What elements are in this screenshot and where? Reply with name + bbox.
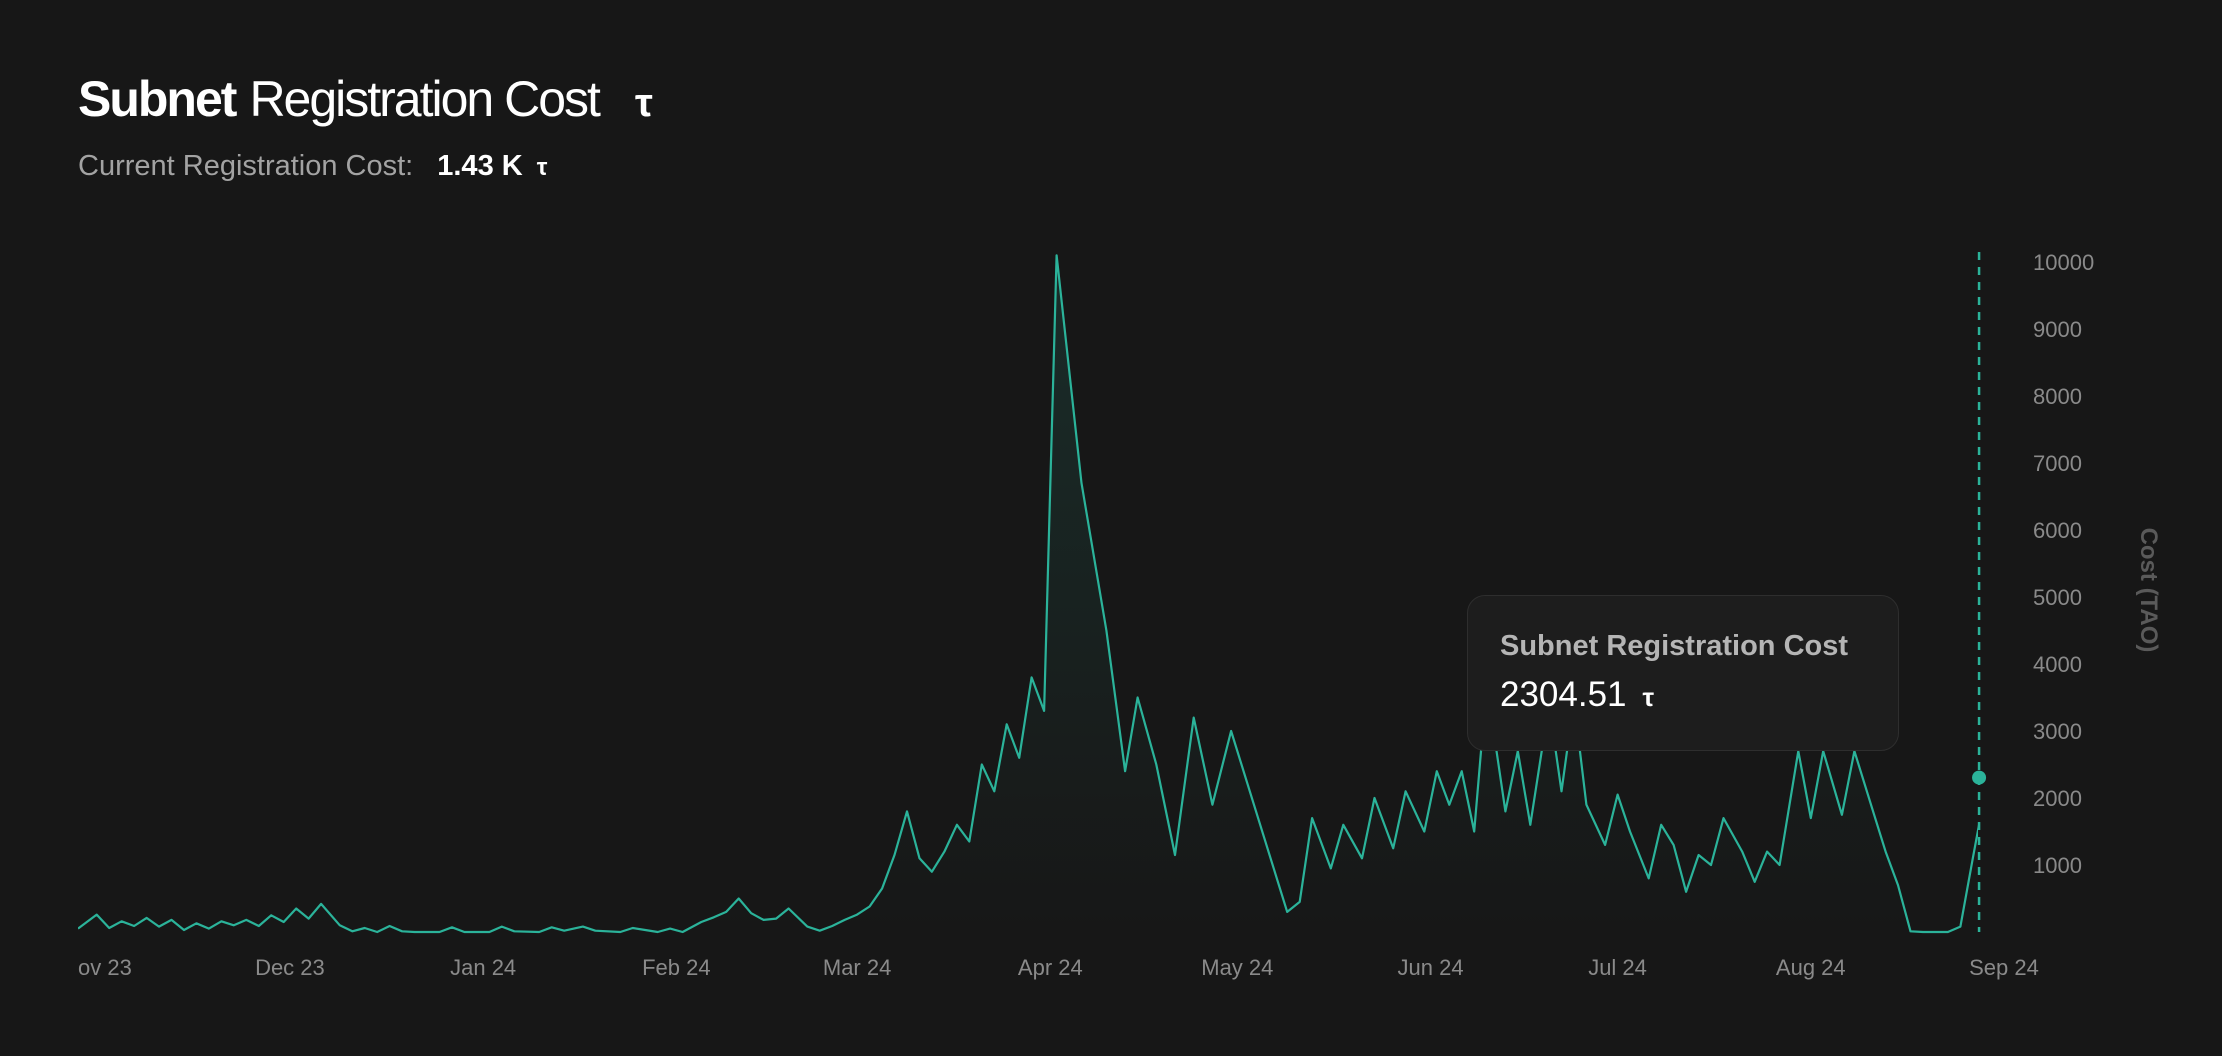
x-tick-label: ov 23 xyxy=(78,955,132,980)
hover-tooltip: Subnet Registration Cost 2304.51 τ xyxy=(1467,595,1899,751)
y-tick-label: 1000 xyxy=(2033,853,2082,878)
x-axis: ov 23 Dec 23 Jan 24 Feb 24 Mar 24 Apr 24 May 2… xyxy=(78,955,2039,980)
tooltip-value-row: 2304.51 τ xyxy=(1500,675,1898,715)
y-tick-label: 10000 xyxy=(2033,250,2094,275)
x-tick-label: Jun 24 xyxy=(1398,955,1464,980)
y-axis: 1000 2000 3000 4000 5000 6000 7000 8000 9000 1000… xyxy=(2033,250,2094,878)
tooltip-title: Subnet Registration Cost xyxy=(1500,630,1849,662)
y-tick-label: 7000 xyxy=(2033,451,2082,476)
y-tick-label: 9000 xyxy=(2033,317,2082,342)
x-tick-label: Jan 24 xyxy=(450,955,516,980)
chart-header: Subnet Registration Cost τ Current Regis… xyxy=(78,70,653,183)
y-tick-label: 4000 xyxy=(2033,652,2082,677)
x-tick-label: Sep 24 xyxy=(1969,955,2039,980)
y-axis-title: Cost (TAO) xyxy=(2135,528,2162,653)
current-cost-value: 1.43 K xyxy=(437,150,523,182)
x-tick-label: Jul 24 xyxy=(1588,955,1647,980)
x-tick-label: Mar 24 xyxy=(823,955,891,980)
y-tick-label: 5000 xyxy=(2033,585,2082,610)
x-tick-label: Feb 24 xyxy=(642,955,711,980)
series-line xyxy=(78,254,1978,934)
hover-point[interactable] xyxy=(1972,770,1987,785)
title-bold-word: Subnet xyxy=(78,71,237,127)
y-tick-label: 2000 xyxy=(2033,786,2082,811)
x-tick-label: Dec 23 xyxy=(255,955,325,980)
y-tick-label: 6000 xyxy=(2033,518,2082,543)
x-tick-label: May 24 xyxy=(1201,955,1273,980)
x-tick-label: Aug 24 xyxy=(1776,955,1846,980)
current-cost-label: Current Registration Cost: xyxy=(78,150,414,182)
area-fill xyxy=(78,255,1978,932)
chart-title: Subnet Registration Cost τ xyxy=(78,70,653,128)
x-tick-label: Apr 24 xyxy=(1018,955,1083,980)
current-cost-row: Current Registration Cost: 1.43 K τ xyxy=(78,150,653,183)
tau-icon-small: τ xyxy=(536,154,548,181)
tooltip-value: 2304.51 xyxy=(1500,675,1627,714)
tau-icon-tooltip: τ xyxy=(1642,682,1655,712)
title-rest: Registration Cost xyxy=(249,71,600,127)
y-tick-label: 8000 xyxy=(2033,384,2082,409)
tau-icon: τ xyxy=(634,81,653,125)
y-tick-label: 3000 xyxy=(2033,719,2082,744)
